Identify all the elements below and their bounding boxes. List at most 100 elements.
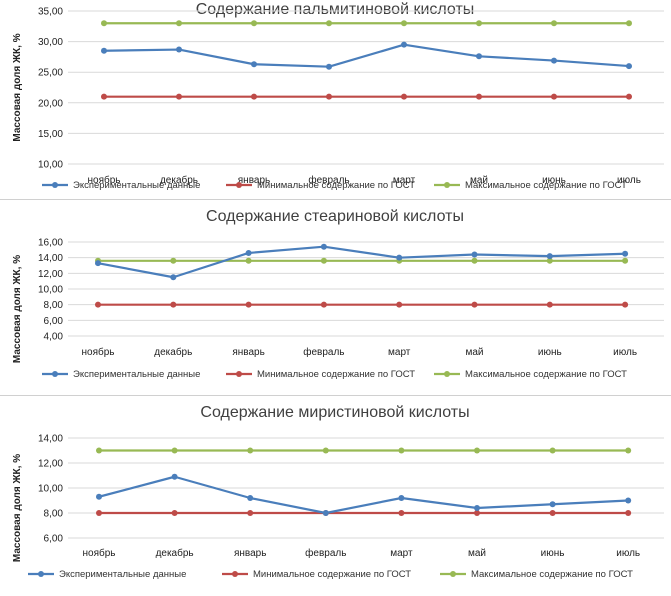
legend-marker [38, 571, 44, 577]
data-point [474, 447, 480, 454]
y-tick-label: 6,00 [44, 534, 64, 545]
data-point [171, 510, 178, 516]
data-point [95, 301, 101, 308]
x-tick-label: февраль [308, 174, 349, 186]
y-tick-label: 12,00 [38, 459, 63, 470]
data-point [551, 20, 557, 27]
data-point [176, 46, 182, 53]
chart-divider [0, 395, 671, 396]
data-point [322, 447, 329, 454]
x-tick-label: декабрь [160, 174, 198, 186]
data-point [626, 20, 632, 27]
x-tick-label: март [393, 175, 416, 186]
data-point [474, 505, 480, 511]
y-axis-label: Массовая доля ЖК, % [12, 33, 23, 141]
legend-label: Минимальное содержание по ГОСТ [257, 180, 415, 191]
y-tick-label: 10,00 [38, 484, 63, 495]
data-point [551, 57, 557, 64]
data-point [320, 257, 327, 264]
x-tick-label: июнь [538, 347, 562, 358]
data-point [320, 301, 327, 308]
legend-marker [52, 371, 58, 377]
data-point [622, 301, 629, 308]
data-point [546, 253, 553, 260]
x-tick-label: январь [232, 347, 264, 358]
data-point [326, 93, 332, 100]
x-tick-label: февраль [305, 547, 346, 559]
x-tick-label: март [390, 548, 413, 559]
chart-myristic: Содержание миристиновой кислоты 6,00 8,00 1… [12, 404, 664, 580]
legend-marker [236, 371, 242, 377]
y-tick-label: 14,00 [38, 253, 63, 264]
data-point [247, 510, 254, 516]
data-point [101, 20, 107, 27]
data-point [101, 93, 107, 100]
data-point [401, 93, 407, 100]
data-point [326, 20, 332, 27]
y-tick-label: 8,00 [44, 509, 64, 520]
legend-marker [450, 571, 456, 577]
data-point [245, 301, 252, 308]
data-point [96, 510, 102, 516]
legend-label: Максимальное содержание по ГОСТ [471, 569, 633, 580]
y-tick-label: 20,00 [38, 98, 63, 109]
data-point [401, 41, 407, 48]
x-tick-label: май [468, 548, 486, 559]
data-point [474, 510, 480, 516]
data-point [546, 257, 553, 264]
data-point [398, 510, 405, 516]
data-point [549, 447, 556, 454]
data-point [622, 250, 629, 257]
data-point [549, 501, 556, 508]
data-point [401, 20, 407, 27]
y-tick-label: 10,00 [38, 285, 63, 296]
x-tick-label: июль [616, 548, 640, 559]
data-point [471, 257, 478, 264]
x-tick-label: июль [613, 347, 637, 358]
chart-title: Содержание стеариновой кислоты [206, 208, 464, 225]
data-point [171, 473, 178, 480]
legend-marker [444, 371, 450, 377]
data-point [396, 301, 403, 308]
y-tick-label: 25,00 [38, 68, 63, 79]
x-tick-label: декабрь [156, 547, 194, 559]
data-point [251, 93, 257, 100]
data-point [245, 249, 252, 256]
y-tick-label: 12,00 [38, 269, 63, 280]
y-tick-label: 35,00 [38, 7, 63, 18]
chart-title: Содержание пальмитиновой кислоты [196, 1, 475, 18]
y-axis-label: Массовая доля ЖК, % [12, 255, 23, 363]
legend-marker [232, 571, 238, 577]
data-point [251, 20, 257, 27]
legend-label: Экспериментальные данные [73, 369, 200, 380]
chart-title: Содержание миристиновой кислоты [200, 404, 469, 421]
x-tick-label: март [388, 347, 411, 358]
data-point [476, 93, 482, 100]
data-point [322, 510, 329, 516]
y-tick-label: 30,00 [38, 37, 63, 48]
data-point [171, 447, 178, 454]
x-tick-label: ноябрь [83, 547, 116, 559]
data-point [320, 243, 327, 250]
data-point [398, 447, 405, 454]
x-tick-label: июнь [542, 175, 566, 186]
data-point [247, 495, 254, 501]
data-point [326, 63, 332, 70]
x-tick-label: ноябрь [82, 346, 115, 358]
data-point [176, 93, 182, 100]
x-tick-label: январь [234, 548, 266, 559]
x-tick-label: май [470, 175, 488, 186]
data-point [549, 510, 556, 516]
data-point [625, 510, 632, 516]
legend-label: Минимальное содержание по ГОСТ [253, 569, 411, 580]
data-point [398, 495, 405, 501]
y-tick-label: 4,00 [44, 332, 64, 343]
data-point [476, 20, 482, 27]
data-point [170, 301, 177, 308]
data-point [245, 257, 252, 264]
legend-label: Экспериментальные данные [59, 569, 186, 580]
x-tick-label: июль [617, 175, 641, 186]
data-point [546, 301, 553, 308]
y-tick-label: 6,00 [44, 316, 64, 327]
data-point [251, 61, 257, 68]
